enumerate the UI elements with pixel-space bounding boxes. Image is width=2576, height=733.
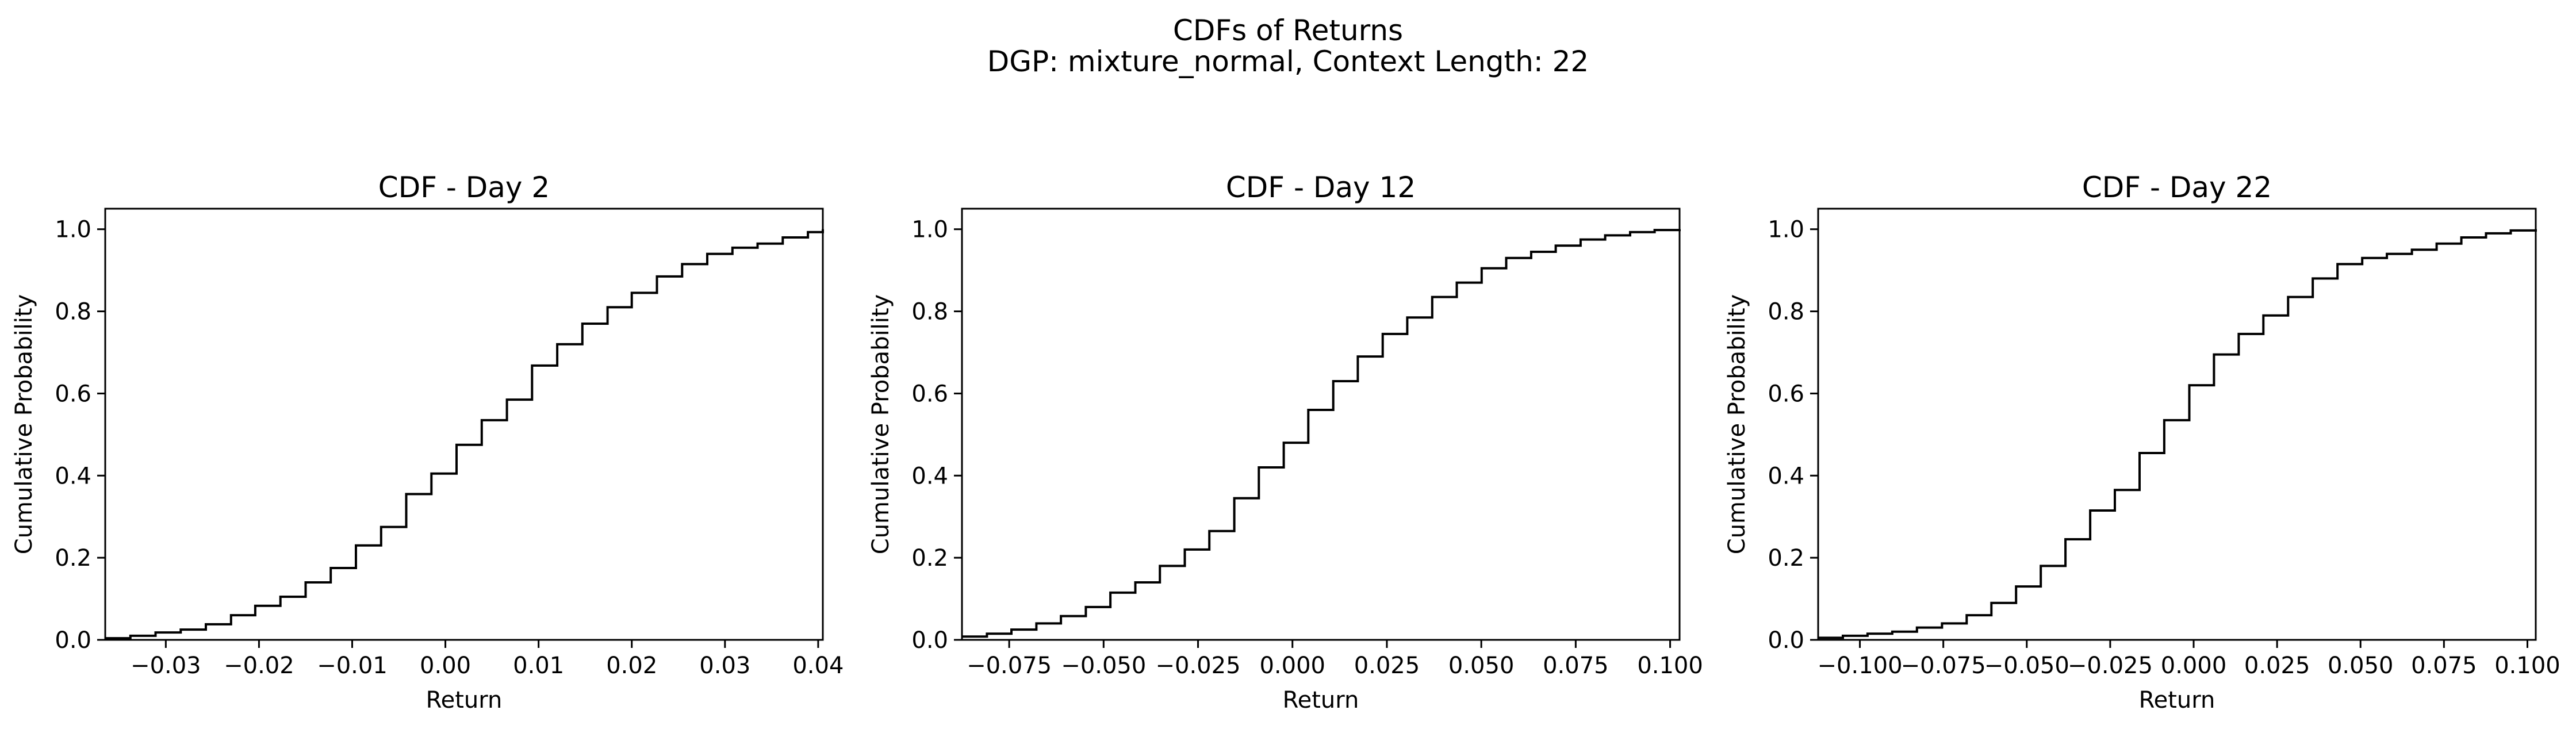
- x-axis-label: Return: [2139, 687, 2215, 713]
- x-tick-label: 0.100: [2494, 653, 2560, 679]
- subplot-title: CDF - Day 2: [378, 171, 550, 204]
- x-tick-label: −0.050: [1061, 653, 1146, 679]
- cdf-step-line: [105, 229, 824, 640]
- x-tick-label: 0.075: [1543, 653, 1609, 679]
- x-tick-label: −0.050: [1984, 653, 2069, 679]
- x-tick-label: 0.00: [420, 653, 471, 679]
- x-tick-label: 0.000: [1259, 653, 1325, 679]
- x-tick-label: −0.075: [967, 653, 1052, 679]
- axes-frame: [104, 208, 824, 641]
- x-tick-label: −0.100: [1818, 653, 1903, 679]
- x-tick-label: −0.03: [131, 653, 201, 679]
- x-tick-label: 0.050: [1448, 653, 1515, 679]
- y-axis-label: Cumulative Probability: [868, 294, 894, 554]
- x-tick-label: −0.02: [224, 653, 294, 679]
- x-tick-label: −0.025: [2068, 653, 2153, 679]
- axes-frame: [1817, 208, 2537, 641]
- y-tick-label: 1.0: [55, 217, 91, 243]
- y-tick-label: 0.6: [911, 381, 948, 407]
- subplot-title: CDF - Day 22: [2082, 171, 2272, 204]
- x-tick-label: −0.025: [1156, 653, 1241, 679]
- y-tick-label: 0.0: [55, 627, 91, 654]
- x-tick-label: 0.02: [606, 653, 657, 679]
- y-tick-label: 0.8: [1768, 299, 1804, 325]
- x-tick-label: 0.03: [699, 653, 750, 679]
- y-tick-label: 0.6: [1768, 381, 1804, 407]
- y-tick-label: 0.2: [1768, 545, 1804, 571]
- y-tick-label: 0.4: [55, 463, 91, 489]
- y-tick-label: 0.4: [1768, 463, 1804, 489]
- x-tick-label: 0.075: [2411, 653, 2477, 679]
- x-tick-label: 0.100: [1637, 653, 1703, 679]
- y-tick-label: 0.4: [911, 463, 948, 489]
- y-tick-label: 0.8: [911, 299, 948, 325]
- cdf-step-line: [1818, 229, 2537, 639]
- y-tick-label: 1.0: [911, 217, 948, 243]
- x-tick-label: 0.01: [513, 653, 564, 679]
- y-tick-label: 1.0: [1768, 217, 1804, 243]
- x-tick-label: 0.050: [2328, 653, 2394, 679]
- x-tick-label: 0.000: [2161, 653, 2227, 679]
- subplot-title: CDF - Day 12: [1226, 171, 1416, 204]
- y-axis-label: Cumulative Probability: [11, 294, 37, 554]
- figure-subtitle: DGP: mixture_normal, Context Length: 22: [987, 45, 1589, 78]
- x-tick-label: 0.04: [792, 653, 844, 679]
- y-tick-label: 0.0: [1768, 627, 1804, 654]
- y-tick-label: 0.0: [911, 627, 948, 654]
- x-tick-label: 0.025: [2244, 653, 2310, 679]
- x-tick-label: −0.075: [1901, 653, 1986, 679]
- y-tick-label: 0.2: [911, 545, 948, 571]
- cdf-step-line: [962, 229, 1681, 638]
- figure-title: CDFs of Returns: [1172, 14, 1404, 47]
- x-tick-label: −0.01: [317, 653, 388, 679]
- axes-frame: [961, 208, 1681, 641]
- x-axis-label: Return: [426, 687, 503, 713]
- y-axis-label: Cumulative Probability: [1724, 294, 1750, 554]
- x-axis-label: Return: [1283, 687, 1359, 713]
- y-tick-label: 0.2: [55, 545, 91, 571]
- y-tick-label: 0.8: [55, 299, 91, 325]
- y-tick-label: 0.6: [55, 381, 91, 407]
- x-tick-label: 0.025: [1354, 653, 1420, 679]
